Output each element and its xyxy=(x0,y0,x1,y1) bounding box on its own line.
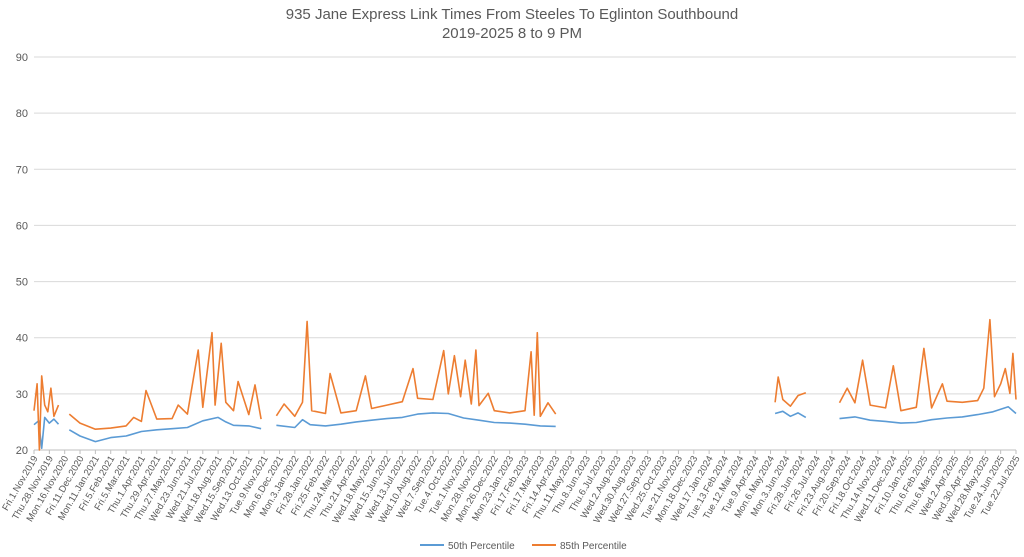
series-line-85th xyxy=(33,375,60,451)
y-tick-label: 70 xyxy=(16,164,28,176)
chart-subtitle: 2019-2025 8 to 9 PM xyxy=(441,25,583,42)
series-line-50th xyxy=(774,410,807,419)
series-line-50th xyxy=(68,416,262,443)
series-lines xyxy=(33,318,1017,451)
y-tick-label: 50 xyxy=(16,277,28,289)
y-tick-label: 20 xyxy=(16,445,28,457)
y-axis-ticks: 20 30 40 50 60 70 80 90 xyxy=(16,52,28,457)
y-tick-label: 80 xyxy=(16,108,28,120)
y-tick-label: 40 xyxy=(16,333,28,345)
chart-title: 935 Jane Express Link Times From Steeles… xyxy=(285,6,739,23)
series-line-85th xyxy=(774,376,807,407)
series-line-85th xyxy=(68,331,262,430)
gridlines xyxy=(34,56,1016,451)
series-line-50th xyxy=(276,412,556,429)
legend: 50th Percentile 85th Percentile xyxy=(420,541,627,552)
x-axis-ticks: Fri.1.Nov.2019Thu.28.Nov.2019Mon.16.Nov.… xyxy=(0,450,1023,526)
y-tick-label: 30 xyxy=(16,389,28,401)
legend-label: 50th Percentile xyxy=(448,541,515,552)
y-tick-label: 60 xyxy=(16,220,28,232)
legend-label: 85th Percentile xyxy=(560,541,627,552)
series-line-50th xyxy=(839,406,1017,424)
series-line-85th xyxy=(838,318,1017,412)
series-line-85th xyxy=(275,320,557,418)
y-tick-label: 90 xyxy=(16,52,28,64)
